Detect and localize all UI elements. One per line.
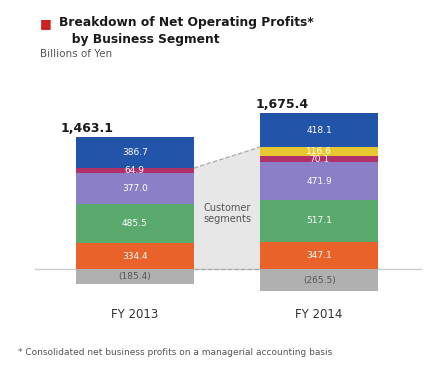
Text: Billions of Yen: Billions of Yen <box>40 49 112 59</box>
Text: 377.0: 377.0 <box>122 184 148 193</box>
Text: 1,675.4: 1,675.4 <box>256 98 309 111</box>
Text: 418.1: 418.1 <box>306 126 332 135</box>
Text: Customer
segments: Customer segments <box>203 203 251 224</box>
Bar <box>76 203 194 243</box>
Bar <box>260 269 378 291</box>
Text: 64.9: 64.9 <box>125 166 145 175</box>
Text: by Business Segment: by Business Segment <box>59 33 220 46</box>
Text: 116.6: 116.6 <box>306 147 332 156</box>
Text: 471.9: 471.9 <box>306 177 332 186</box>
Polygon shape <box>194 147 260 269</box>
Bar <box>76 173 194 203</box>
Bar <box>76 137 194 168</box>
Bar <box>260 156 378 162</box>
Text: 1,463.1: 1,463.1 <box>60 122 114 135</box>
Bar <box>260 162 378 200</box>
Bar <box>260 242 378 269</box>
Text: * Consolidated net business profits on a managerial accounting basis: * Consolidated net business profits on a… <box>18 348 332 357</box>
Bar <box>76 168 194 173</box>
Text: ■: ■ <box>40 17 51 30</box>
Bar <box>260 113 378 147</box>
Bar <box>76 269 194 284</box>
Bar <box>76 243 194 269</box>
Text: (265.5): (265.5) <box>303 276 336 285</box>
Text: 347.1: 347.1 <box>306 251 332 260</box>
Text: 386.7: 386.7 <box>122 148 148 157</box>
Bar <box>260 147 378 156</box>
Text: (185.4): (185.4) <box>118 272 151 281</box>
Text: 334.4: 334.4 <box>122 252 147 261</box>
Text: Breakdown of Net Operating Profits*: Breakdown of Net Operating Profits* <box>59 16 314 29</box>
Text: 485.5: 485.5 <box>122 218 148 228</box>
Bar <box>260 200 378 242</box>
Text: 517.1: 517.1 <box>306 216 332 225</box>
Text: 70.1: 70.1 <box>309 155 329 164</box>
